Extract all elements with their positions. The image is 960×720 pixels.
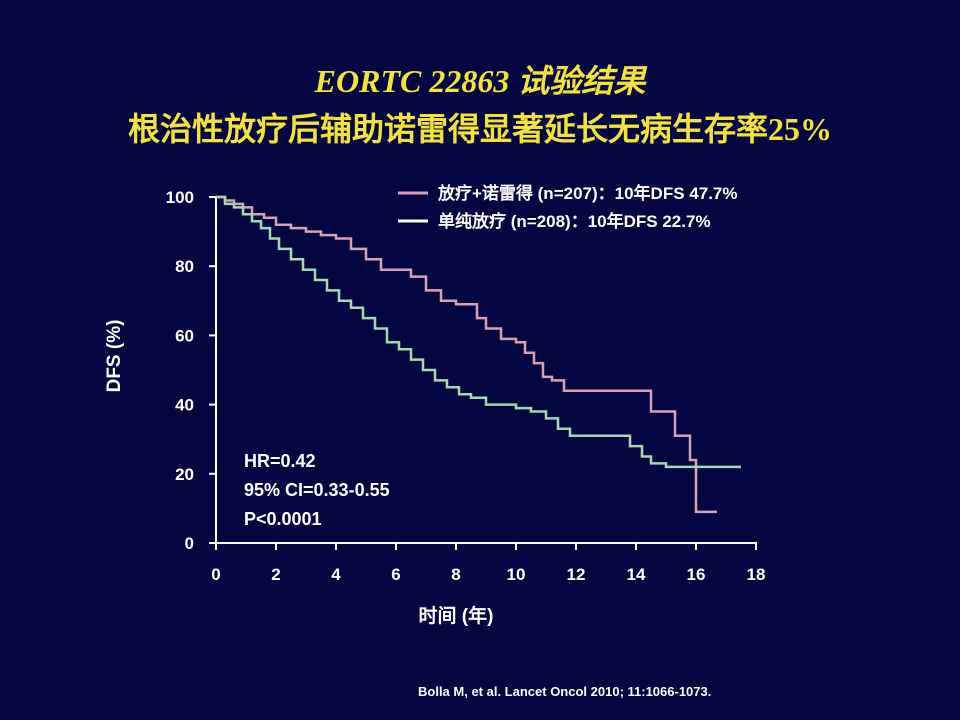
- y-tick-label: 20: [175, 465, 194, 484]
- series-line-rt-alone: [216, 195, 741, 469]
- slide-title-line2: 根治性放疗后辅助诺雷得显著延长无病生存率25%: [127, 111, 832, 147]
- stat-annotation: HR=0.42: [244, 451, 316, 471]
- y-tick-label: 100: [166, 188, 194, 207]
- y-tick-label: 60: [175, 326, 194, 345]
- x-tick-label: 2: [271, 565, 280, 584]
- x-tick-label: 4: [331, 565, 341, 584]
- stat-annotation: 95% CI=0.33-0.55: [244, 480, 390, 500]
- y-tick-label: 80: [175, 257, 194, 276]
- x-tick-label: 18: [747, 565, 766, 584]
- citation: Bolla M, et al. Lancet Oncol 2010; 11:10…: [418, 684, 712, 699]
- x-tick-label: 6: [391, 565, 400, 584]
- x-tick-label: 8: [451, 565, 460, 584]
- x-axis-label: 时间 (年): [419, 604, 494, 627]
- y-tick-label: 40: [175, 396, 194, 415]
- y-axis-label: DFS (%): [104, 320, 125, 393]
- legend-label: 放疗+诺雷得 (n=207)：10年DFS 47.7%: [437, 183, 737, 203]
- x-tick-label: 12: [567, 565, 586, 584]
- x-tick-label: 10: [507, 565, 526, 584]
- series-line-combo: [216, 195, 717, 514]
- x-tick-label: 16: [687, 565, 706, 584]
- x-tick-label: 14: [627, 565, 646, 584]
- slide-title-line1: EORTC 22863 试验结果: [314, 63, 646, 99]
- y-tick-label: 0: [185, 534, 194, 553]
- stat-annotation: P<0.0001: [244, 509, 322, 529]
- legend-label: 单纯放疗 (n=208)：10年DFS 22.7%: [438, 211, 711, 231]
- x-tick-label: 0: [211, 565, 220, 584]
